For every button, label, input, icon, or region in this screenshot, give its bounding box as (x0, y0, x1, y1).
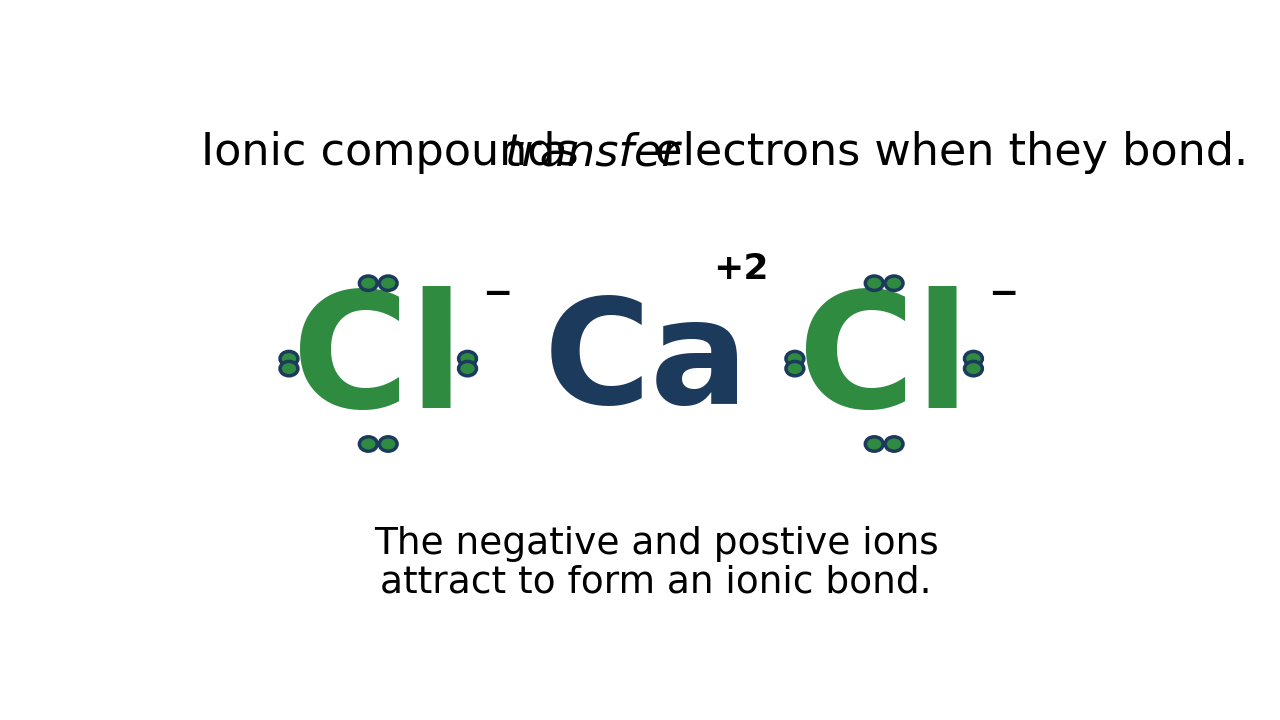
Ellipse shape (786, 351, 804, 366)
Text: −: − (483, 277, 513, 311)
Ellipse shape (280, 351, 298, 366)
Ellipse shape (965, 351, 982, 366)
Text: transfer: transfer (504, 132, 680, 174)
Text: The negative and postive ions: The negative and postive ions (374, 526, 938, 562)
Ellipse shape (360, 276, 378, 290)
Ellipse shape (886, 276, 902, 290)
Text: attract to form an ionic bond.: attract to form an ionic bond. (380, 564, 932, 600)
Ellipse shape (458, 351, 476, 366)
Ellipse shape (865, 276, 883, 290)
Ellipse shape (280, 361, 298, 376)
Text: Cl: Cl (799, 286, 970, 441)
Ellipse shape (865, 437, 883, 451)
Ellipse shape (965, 361, 982, 376)
Text: −: − (988, 277, 1019, 311)
Ellipse shape (786, 361, 804, 376)
Ellipse shape (458, 361, 476, 376)
Text: Cl: Cl (292, 286, 465, 441)
Ellipse shape (379, 276, 397, 290)
Ellipse shape (360, 437, 378, 451)
Ellipse shape (886, 437, 902, 451)
Text: Ca: Ca (543, 293, 749, 434)
Text: +2: +2 (713, 252, 769, 287)
Text: Ionic compounds: Ionic compounds (201, 132, 593, 174)
Text: electrons when they bond.: electrons when they bond. (640, 132, 1248, 174)
Ellipse shape (379, 437, 397, 451)
